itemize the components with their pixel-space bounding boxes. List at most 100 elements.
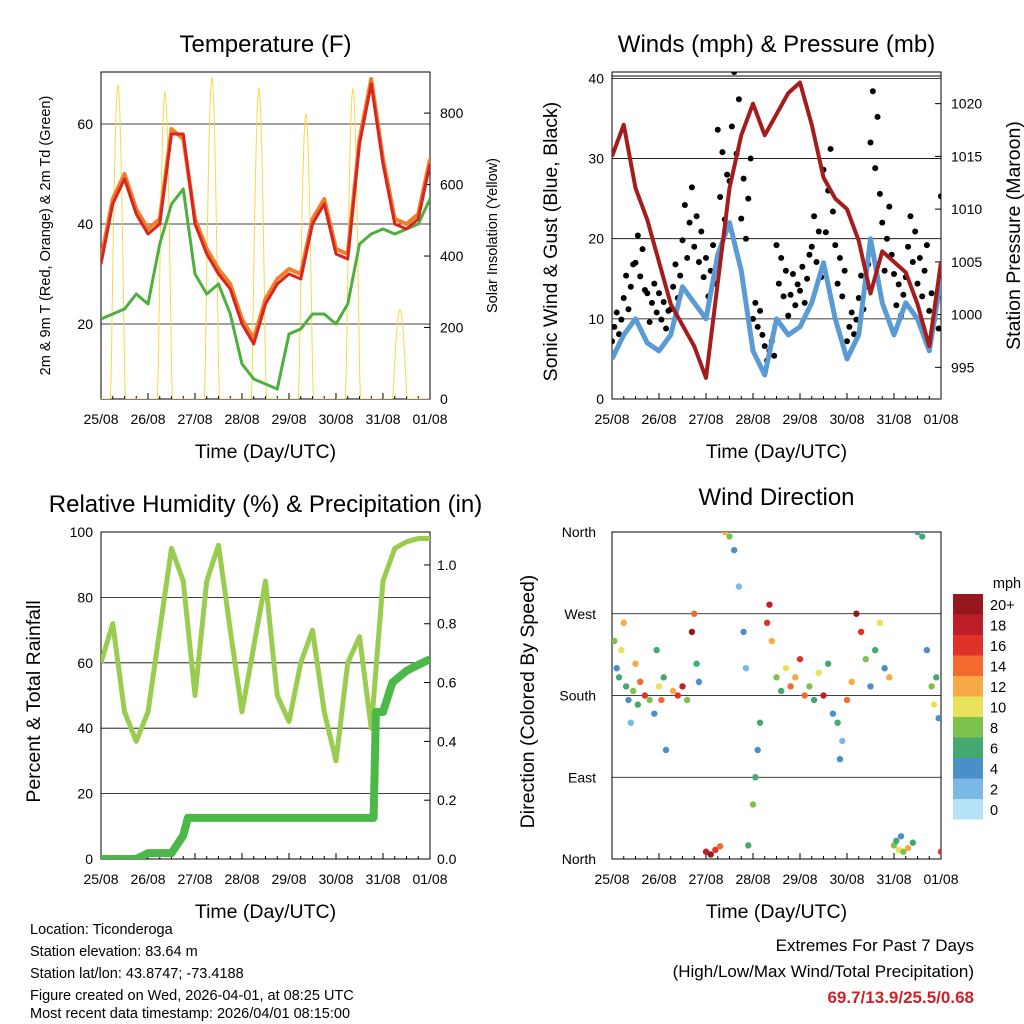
x-tick-label: 27/08 [688, 871, 723, 887]
gust-point [740, 175, 747, 182]
gust-point [853, 316, 860, 323]
x-tick-label: 30/08 [318, 411, 353, 427]
temp-9m-line [101, 77, 430, 341]
legend-swatch [953, 778, 983, 799]
right-tick-label: 0 [440, 391, 448, 407]
right-tick-label: 0.4 [437, 733, 457, 749]
gust-point [858, 272, 865, 279]
gust-point [728, 123, 735, 130]
gust-point [797, 287, 803, 294]
gust-point [634, 232, 641, 239]
gust-point [742, 235, 749, 242]
solar-insolation-day [101, 84, 148, 399]
gust-point [698, 228, 705, 235]
direction-point [904, 844, 912, 852]
gust-point [916, 254, 923, 261]
x-tick-label: 29/08 [782, 871, 817, 887]
gust-point [757, 307, 764, 314]
right-tick-label: 995 [951, 359, 975, 375]
direction-point [923, 646, 931, 654]
direction-point [933, 674, 940, 681]
direction-point [679, 683, 686, 690]
chart-title: Winds (mph) & Pressure (mb) [618, 31, 935, 58]
x-tick-label: 29/08 [782, 411, 817, 427]
x-tick-label: 01/08 [412, 411, 447, 427]
direction-point [655, 683, 663, 690]
legend-swatch [953, 594, 983, 615]
gust-point [883, 235, 890, 242]
gust-point [832, 242, 839, 249]
gust-point [710, 242, 717, 249]
extremes-title: Extremes For Past 7 Days [775, 936, 974, 955]
x-tick-label: 26/08 [641, 871, 676, 887]
gust-point [672, 261, 679, 268]
x-axis-title: Time (Day/UTC) [195, 901, 336, 923]
x-tick-label: 31/08 [876, 411, 911, 427]
gust-point [637, 273, 644, 280]
y-tick-label: 20 [588, 231, 604, 247]
gust-point [750, 315, 756, 322]
gust-point [719, 149, 726, 156]
right-axis-title: Station Pressure (Maroon) [1003, 121, 1024, 350]
gust-point [893, 302, 900, 309]
gust-point [693, 213, 700, 220]
direction-point [834, 719, 841, 726]
gust-point [827, 145, 834, 152]
gust-point [771, 352, 778, 359]
y-tick-label: 0 [596, 391, 604, 407]
right-tick-label: 0.0 [437, 851, 457, 867]
right-tick-label: 200 [440, 320, 464, 336]
data-layer [612, 532, 941, 858]
gust-point [688, 184, 695, 191]
y-axis-title: 2m & 9m T (Red, Orange) & 2m Td (Green) [38, 96, 54, 376]
direction-point [881, 665, 888, 672]
panel-0 [100, 71, 431, 400]
direction-point [749, 801, 757, 808]
direction-point [897, 833, 905, 840]
direction-point [893, 837, 900, 845]
gust-point [872, 165, 879, 172]
direction-point [792, 674, 799, 681]
legend-swatch [953, 676, 983, 697]
gust-point [801, 299, 808, 306]
gust-point [806, 251, 813, 258]
gust-point [938, 193, 941, 200]
gust-point [658, 316, 665, 323]
gust-point [848, 309, 855, 316]
gust-point [808, 243, 815, 250]
direction-point [662, 746, 670, 754]
direction-point [782, 665, 790, 672]
x-tick-label: 28/08 [224, 411, 259, 427]
x-tick-label: 29/08 [271, 871, 306, 887]
gust-point [935, 325, 941, 332]
gust-point [881, 267, 888, 274]
direction-point [935, 715, 941, 722]
legend-swatch [953, 696, 983, 717]
direction-point [669, 687, 677, 695]
gust-point [656, 290, 662, 297]
right-tick-label: 800 [440, 105, 464, 121]
gust-point [618, 316, 625, 323]
gust-point [787, 291, 794, 298]
gust-point [735, 96, 742, 103]
legend-label: 6 [990, 742, 998, 758]
gust-point [909, 258, 916, 265]
gust-point [855, 295, 862, 302]
x-tick-label: 28/08 [735, 871, 770, 887]
gust-point [782, 267, 789, 274]
y-tick-label: 0 [85, 851, 93, 867]
direction-point [853, 610, 860, 617]
gust-point [879, 219, 886, 226]
gust-point [717, 194, 724, 201]
direction-point [742, 665, 750, 672]
gust-point [815, 228, 822, 235]
direction-point [900, 848, 907, 855]
extremes-values: 69.7/13.9/25.5/0.68 [827, 988, 974, 1007]
gust-point [695, 258, 702, 265]
gust-point [886, 203, 893, 210]
pressure-line [612, 80, 941, 380]
y-tick-label: 10 [588, 311, 604, 327]
x-tick-label: 01/08 [412, 871, 447, 887]
direction-point [627, 719, 634, 726]
